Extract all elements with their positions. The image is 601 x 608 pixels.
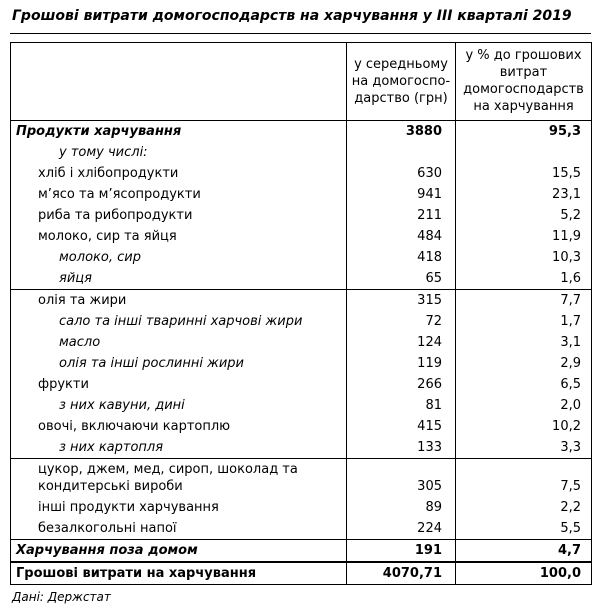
row-label: безалкогольні напої (38, 520, 177, 536)
row-avg-value: 266 (346, 373, 456, 395)
header-cell-empty (10, 42, 347, 121)
row-label: у тому числі: (59, 144, 148, 160)
row-label: масло (59, 334, 101, 350)
row-avg-value: 418 (346, 246, 456, 268)
table-row: сало та інші тваринні харчові жири 72 1,… (11, 310, 592, 332)
table-row: Харчування поза домом 191 4,7 (10, 538, 592, 562)
row-label: овочі, включаючи картоплю (38, 418, 231, 434)
row-pct-value: 100,0 (455, 560, 592, 584)
row-pct-value: 95,3 (455, 120, 592, 142)
row-avg-value: 305 (346, 457, 456, 497)
table-row: овочі, включаючи картоплю 415 10,2 (11, 415, 592, 437)
table-row: у тому числі: (11, 141, 592, 163)
row-label: фрукти (38, 376, 89, 392)
row-pct-value: 1,6 (455, 267, 592, 289)
table-row: Грошові витрати на харчування 4070,71 10… (10, 560, 592, 584)
row-pct-value: 10,3 (455, 246, 592, 268)
row-label: з них кавуни, дині (59, 397, 185, 413)
table-row: олія та жири 315 7,7 (10, 288, 592, 311)
row-avg-value: 81 (346, 394, 456, 416)
row-avg-value: 4070,71 (346, 560, 456, 584)
table-row: олія та інші рослинні жири 119 2,9 (11, 352, 592, 374)
table-row: з них кавуни, дині 81 2,0 (11, 394, 592, 416)
table-row: з них картопля 133 3,3 (11, 436, 592, 458)
row-avg-value: 72 (346, 310, 456, 332)
table-row: молоко, сир та яйця 484 11,9 (11, 225, 592, 247)
row-label: Харчування поза домом (10, 538, 347, 562)
row-pct-value: 2,9 (455, 352, 592, 374)
row-label: м’ясо та м’ясопродукти (38, 186, 201, 202)
row-avg-value: 133 (346, 436, 456, 458)
row-pct-value: 15,5 (455, 162, 592, 184)
row-label: інші продукти харчування (38, 499, 219, 515)
row-avg-value: 191 (346, 538, 456, 562)
table-row: м’ясо та м’ясопродукти 941 23,1 (11, 183, 592, 205)
row-pct-value: 7,5 (455, 457, 592, 497)
table-row: інші продукти харчування 89 2,2 (11, 496, 592, 518)
header-cell-pct: у % до грошових витрат домогосподарств н… (455, 42, 592, 121)
row-pct-value: 3,1 (455, 331, 592, 353)
row-pct-value: 1,7 (455, 310, 592, 332)
row-avg-value (346, 141, 456, 163)
table-row: масло 124 3,1 (11, 331, 592, 353)
row-avg-value: 484 (346, 225, 456, 247)
table-header: у середньому на домогоспо- дарство (грн)… (10, 42, 592, 121)
row-label: риба та рибопродукти (38, 207, 193, 223)
table-row: Продукти харчування 3880 95,3 (11, 120, 592, 142)
row-label: молоко, сир (59, 249, 141, 265)
row-pct-value: 2,0 (455, 394, 592, 416)
row-avg-value: 415 (346, 415, 456, 437)
row-label: з них картопля (59, 439, 164, 455)
header-row: у середньому на домогоспо- дарство (грн)… (10, 42, 592, 121)
row-label: олія та інші рослинні жири (59, 355, 244, 371)
row-avg-value: 124 (346, 331, 456, 353)
row-label: Грошові витрати на харчування (10, 560, 347, 584)
row-avg-value: 315 (346, 288, 456, 311)
row-pct-value: 5,2 (455, 204, 592, 226)
row-label: Продукти харчування (16, 123, 182, 139)
expenditure-table: у середньому на домогоспо- дарство (грн)… (10, 41, 592, 585)
row-label: хліб і хлібопродукти (38, 165, 179, 181)
row-pct-value: 23,1 (455, 183, 592, 205)
table-row: цукор, джем, мед, сироп, шоколад та конд… (10, 457, 592, 497)
page-title: Грошові витрати домогосподарств на харчу… (10, 6, 591, 34)
table-row: молоко, сир 418 10,3 (11, 246, 592, 268)
row-avg-value: 89 (346, 496, 456, 518)
row-pct-value (455, 141, 592, 163)
row-avg-value: 941 (346, 183, 456, 205)
row-label: молоко, сир та яйця (38, 228, 177, 244)
row-pct-value: 4,7 (455, 538, 592, 562)
row-avg-value: 224 (346, 517, 456, 539)
header-cell-avg: у середньому на домогоспо- дарство (грн) (346, 42, 456, 121)
row-pct-value: 7,7 (455, 288, 592, 311)
row-avg-value: 3880 (346, 120, 456, 142)
table-row: фрукти 266 6,5 (11, 373, 592, 395)
row-pct-value: 2,2 (455, 496, 592, 518)
table-body: Продукти харчування 3880 95,3 у тому чис… (10, 120, 592, 584)
row-label: олія та жири (10, 288, 347, 311)
row-avg-value: 211 (346, 204, 456, 226)
row-pct-value: 10,2 (455, 415, 592, 437)
table-row: риба та рибопродукти 211 5,2 (11, 204, 592, 226)
row-pct-value: 11,9 (455, 225, 592, 247)
table-row: безалкогольні напої 224 5,5 (11, 517, 592, 539)
row-pct-value: 5,5 (455, 517, 592, 539)
table-row: яйця 65 1,6 (11, 267, 592, 289)
table-row: хліб і хлібопродукти 630 15,5 (11, 162, 592, 184)
row-label: яйця (59, 270, 92, 286)
row-pct-value: 3,3 (455, 436, 592, 458)
row-avg-value: 65 (346, 267, 456, 289)
data-source-note: Дані: Держстат (12, 589, 111, 604)
row-label: цукор, джем, мед, сироп, шоколад та конд… (10, 457, 347, 497)
row-pct-value: 6,5 (455, 373, 592, 395)
row-avg-value: 630 (346, 162, 456, 184)
row-avg-value: 119 (346, 352, 456, 374)
row-label: сало та інші тваринні харчові жири (59, 313, 303, 329)
